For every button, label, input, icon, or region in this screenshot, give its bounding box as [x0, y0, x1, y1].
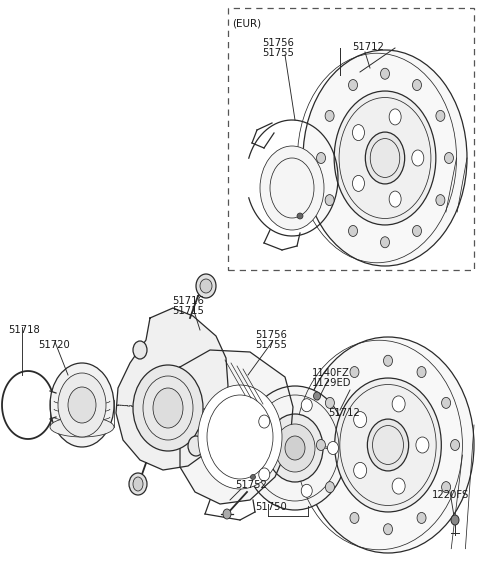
Ellipse shape — [50, 363, 114, 447]
Ellipse shape — [389, 109, 401, 125]
Ellipse shape — [301, 484, 312, 497]
Ellipse shape — [303, 50, 467, 266]
Bar — [228, 8, 474, 270]
Text: 1129ED: 1129ED — [312, 378, 351, 388]
Ellipse shape — [352, 125, 364, 141]
Polygon shape — [180, 350, 293, 504]
Ellipse shape — [153, 388, 183, 428]
Ellipse shape — [384, 355, 393, 366]
Ellipse shape — [133, 477, 143, 491]
Text: 51715: 51715 — [172, 306, 204, 316]
Ellipse shape — [68, 387, 96, 423]
Ellipse shape — [223, 509, 231, 519]
Text: 51755: 51755 — [262, 48, 294, 58]
Text: 51750: 51750 — [255, 502, 287, 512]
Ellipse shape — [381, 237, 389, 248]
Ellipse shape — [412, 80, 421, 91]
Ellipse shape — [392, 478, 405, 494]
Ellipse shape — [196, 274, 216, 298]
Ellipse shape — [367, 419, 408, 471]
Ellipse shape — [384, 524, 393, 535]
Text: 51718: 51718 — [8, 325, 40, 335]
Ellipse shape — [354, 462, 367, 478]
Ellipse shape — [451, 515, 459, 525]
Text: 1140FZ: 1140FZ — [312, 368, 350, 378]
Ellipse shape — [335, 378, 441, 512]
Ellipse shape — [350, 366, 359, 377]
Polygon shape — [116, 308, 228, 470]
Ellipse shape — [436, 110, 445, 121]
Text: 51755: 51755 — [255, 340, 287, 350]
Ellipse shape — [325, 110, 334, 121]
Ellipse shape — [416, 437, 429, 453]
Ellipse shape — [301, 399, 312, 412]
Ellipse shape — [285, 436, 305, 460]
Ellipse shape — [259, 468, 270, 481]
Ellipse shape — [133, 341, 147, 359]
Ellipse shape — [381, 68, 389, 79]
Ellipse shape — [412, 150, 424, 166]
Ellipse shape — [243, 386, 347, 510]
Ellipse shape — [200, 279, 212, 293]
Ellipse shape — [260, 146, 324, 230]
Ellipse shape — [389, 191, 401, 207]
Text: 1220FS: 1220FS — [432, 490, 469, 500]
Ellipse shape — [325, 398, 335, 409]
Ellipse shape — [302, 337, 474, 553]
Ellipse shape — [259, 415, 270, 428]
Ellipse shape — [129, 473, 147, 495]
Ellipse shape — [350, 512, 359, 523]
Ellipse shape — [325, 194, 334, 205]
Ellipse shape — [188, 436, 204, 456]
Text: 51756: 51756 — [262, 38, 294, 48]
Ellipse shape — [392, 396, 405, 412]
Text: (EUR): (EUR) — [232, 18, 261, 28]
Ellipse shape — [275, 424, 315, 472]
Ellipse shape — [316, 152, 325, 163]
Ellipse shape — [267, 414, 323, 482]
Text: 51720: 51720 — [38, 340, 70, 350]
Ellipse shape — [251, 474, 255, 479]
Ellipse shape — [442, 482, 451, 493]
Ellipse shape — [451, 440, 459, 451]
Ellipse shape — [436, 194, 445, 205]
Text: 51716: 51716 — [172, 296, 204, 306]
Ellipse shape — [325, 482, 335, 493]
Ellipse shape — [352, 175, 364, 192]
Ellipse shape — [412, 226, 421, 237]
Ellipse shape — [334, 91, 436, 225]
Text: 51752: 51752 — [235, 480, 267, 490]
Ellipse shape — [50, 417, 114, 437]
Ellipse shape — [444, 152, 454, 163]
Text: 51712: 51712 — [328, 408, 360, 418]
Ellipse shape — [313, 392, 321, 400]
Ellipse shape — [133, 365, 203, 451]
Ellipse shape — [365, 132, 405, 184]
Ellipse shape — [354, 411, 367, 428]
Ellipse shape — [297, 213, 303, 219]
Text: 51756: 51756 — [255, 330, 287, 340]
Ellipse shape — [417, 366, 426, 377]
Ellipse shape — [316, 440, 325, 451]
Ellipse shape — [58, 373, 106, 437]
Ellipse shape — [327, 441, 338, 455]
Ellipse shape — [348, 80, 358, 91]
Ellipse shape — [348, 226, 358, 237]
Ellipse shape — [417, 512, 426, 523]
Ellipse shape — [442, 398, 451, 409]
Ellipse shape — [198, 385, 282, 489]
Text: 51712: 51712 — [352, 42, 384, 52]
